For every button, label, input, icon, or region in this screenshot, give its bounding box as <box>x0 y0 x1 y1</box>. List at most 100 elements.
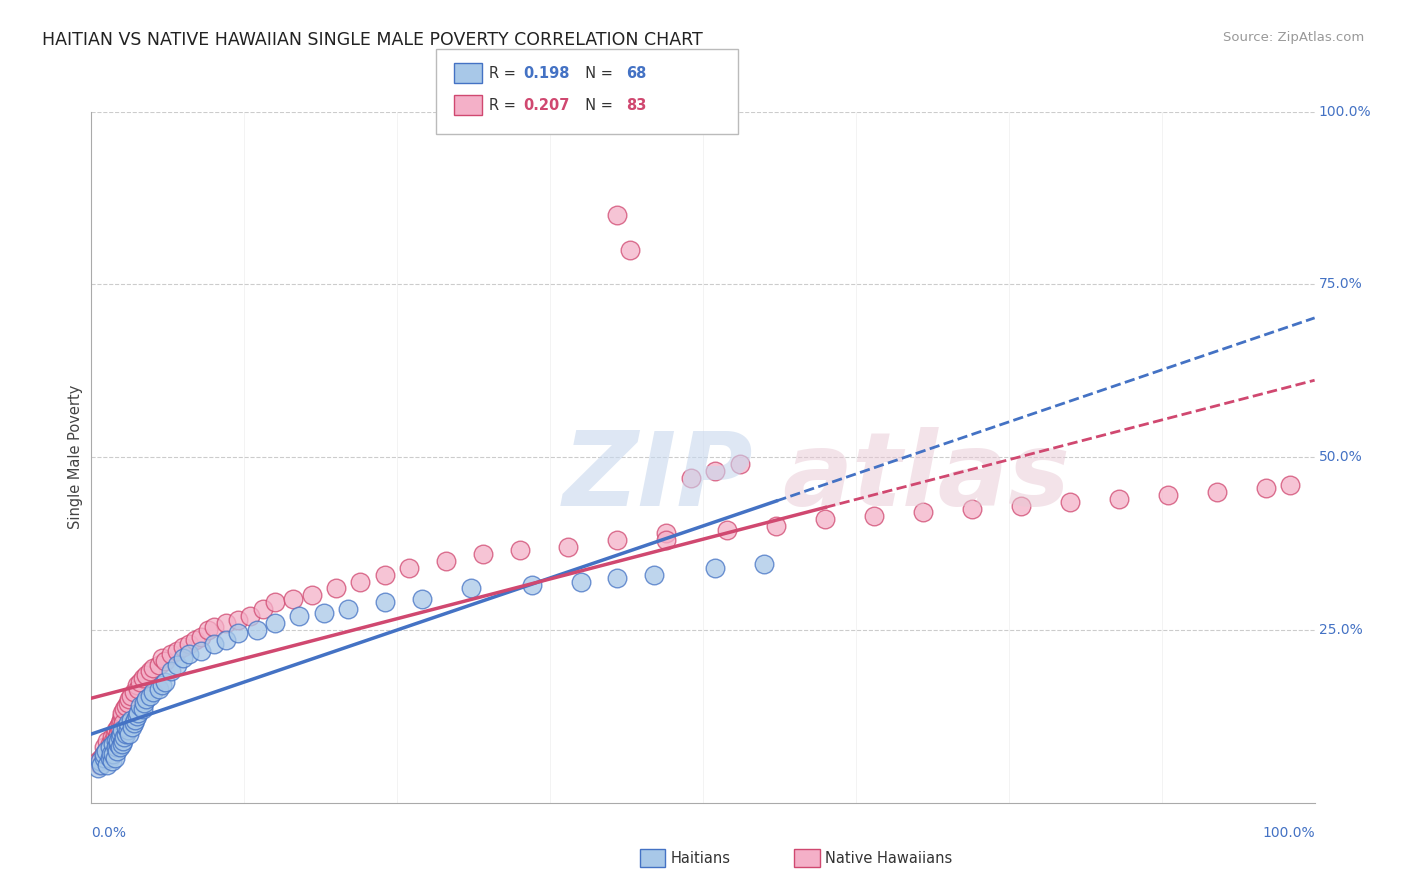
Point <box>112 733 135 747</box>
Point <box>190 644 212 658</box>
Point <box>215 633 238 648</box>
Point <box>288 609 311 624</box>
Point <box>125 709 148 723</box>
Point <box>1254 481 1277 495</box>
Point <box>226 626 249 640</box>
Point <box>86 761 108 775</box>
Point <box>101 755 124 769</box>
Point <box>153 674 176 689</box>
Point <box>197 623 219 637</box>
Point <box>765 519 787 533</box>
Point <box>89 757 111 772</box>
Point <box>107 720 129 734</box>
Text: Haitians: Haitians <box>671 851 731 865</box>
Point <box>460 582 482 596</box>
Point <box>226 613 249 627</box>
Point <box>127 706 149 720</box>
Point <box>509 543 531 558</box>
Point <box>104 726 127 740</box>
Point <box>96 733 118 747</box>
Text: Source: ZipAtlas.com: Source: ZipAtlas.com <box>1223 31 1364 45</box>
Text: N =: N = <box>576 66 619 80</box>
Point <box>101 730 124 744</box>
Point <box>606 571 628 585</box>
Text: 0.198: 0.198 <box>523 66 569 80</box>
Point <box>120 689 142 703</box>
Point <box>108 730 131 744</box>
Point <box>202 637 225 651</box>
Text: 25.0%: 25.0% <box>1319 623 1362 637</box>
Text: 50.0%: 50.0% <box>1319 450 1362 464</box>
Point <box>122 685 145 699</box>
Point <box>94 744 117 758</box>
Text: 0.0%: 0.0% <box>91 826 127 839</box>
Point <box>704 561 727 575</box>
Point <box>520 578 543 592</box>
Point <box>125 678 148 692</box>
Point <box>129 699 152 714</box>
Point <box>141 685 163 699</box>
Point <box>103 733 125 747</box>
Point <box>1010 499 1032 513</box>
Point <box>118 692 141 706</box>
Text: N =: N = <box>576 98 619 112</box>
Point <box>179 637 201 651</box>
Point <box>754 558 776 572</box>
Point <box>374 595 396 609</box>
Point <box>166 657 188 672</box>
Text: 0.207: 0.207 <box>523 98 569 112</box>
Text: ZIP: ZIP <box>562 427 754 528</box>
Point <box>112 730 135 744</box>
Point <box>96 757 118 772</box>
Point <box>111 706 134 720</box>
Point <box>93 747 115 762</box>
Point <box>104 751 127 765</box>
Point <box>114 726 136 740</box>
Point <box>252 602 274 616</box>
Point <box>129 674 152 689</box>
Point <box>112 716 135 731</box>
Point <box>704 464 727 478</box>
Point <box>104 740 127 755</box>
Point <box>172 640 194 655</box>
Point <box>107 726 129 740</box>
Point <box>121 720 143 734</box>
Point <box>107 733 129 747</box>
Point <box>90 757 112 772</box>
Text: 75.0%: 75.0% <box>1319 277 1362 292</box>
Point <box>606 533 628 548</box>
Text: 100.0%: 100.0% <box>1319 104 1371 119</box>
Point <box>190 630 212 644</box>
Point <box>103 747 125 762</box>
Point <box>104 737 127 751</box>
Point <box>619 243 641 257</box>
Point <box>325 582 347 596</box>
Point <box>112 702 135 716</box>
Point <box>606 208 628 222</box>
Point <box>110 726 132 740</box>
Point <box>127 681 149 696</box>
Point <box>98 740 121 755</box>
Point <box>103 737 125 751</box>
Point <box>132 671 155 685</box>
Point <box>179 647 201 661</box>
Point <box>114 699 136 714</box>
Point <box>135 668 157 682</box>
Point <box>117 696 139 710</box>
Point <box>679 471 702 485</box>
Point <box>93 747 115 762</box>
Point <box>1157 488 1180 502</box>
Point <box>139 665 162 679</box>
Point <box>114 720 136 734</box>
Point <box>117 723 139 738</box>
Point <box>86 755 108 769</box>
Point <box>104 733 127 747</box>
Point <box>98 751 121 765</box>
Point <box>117 716 139 731</box>
Point <box>655 533 678 548</box>
Point <box>122 716 145 731</box>
Point <box>107 737 129 751</box>
Point <box>108 723 131 738</box>
Point <box>863 508 886 523</box>
Point <box>111 723 134 738</box>
